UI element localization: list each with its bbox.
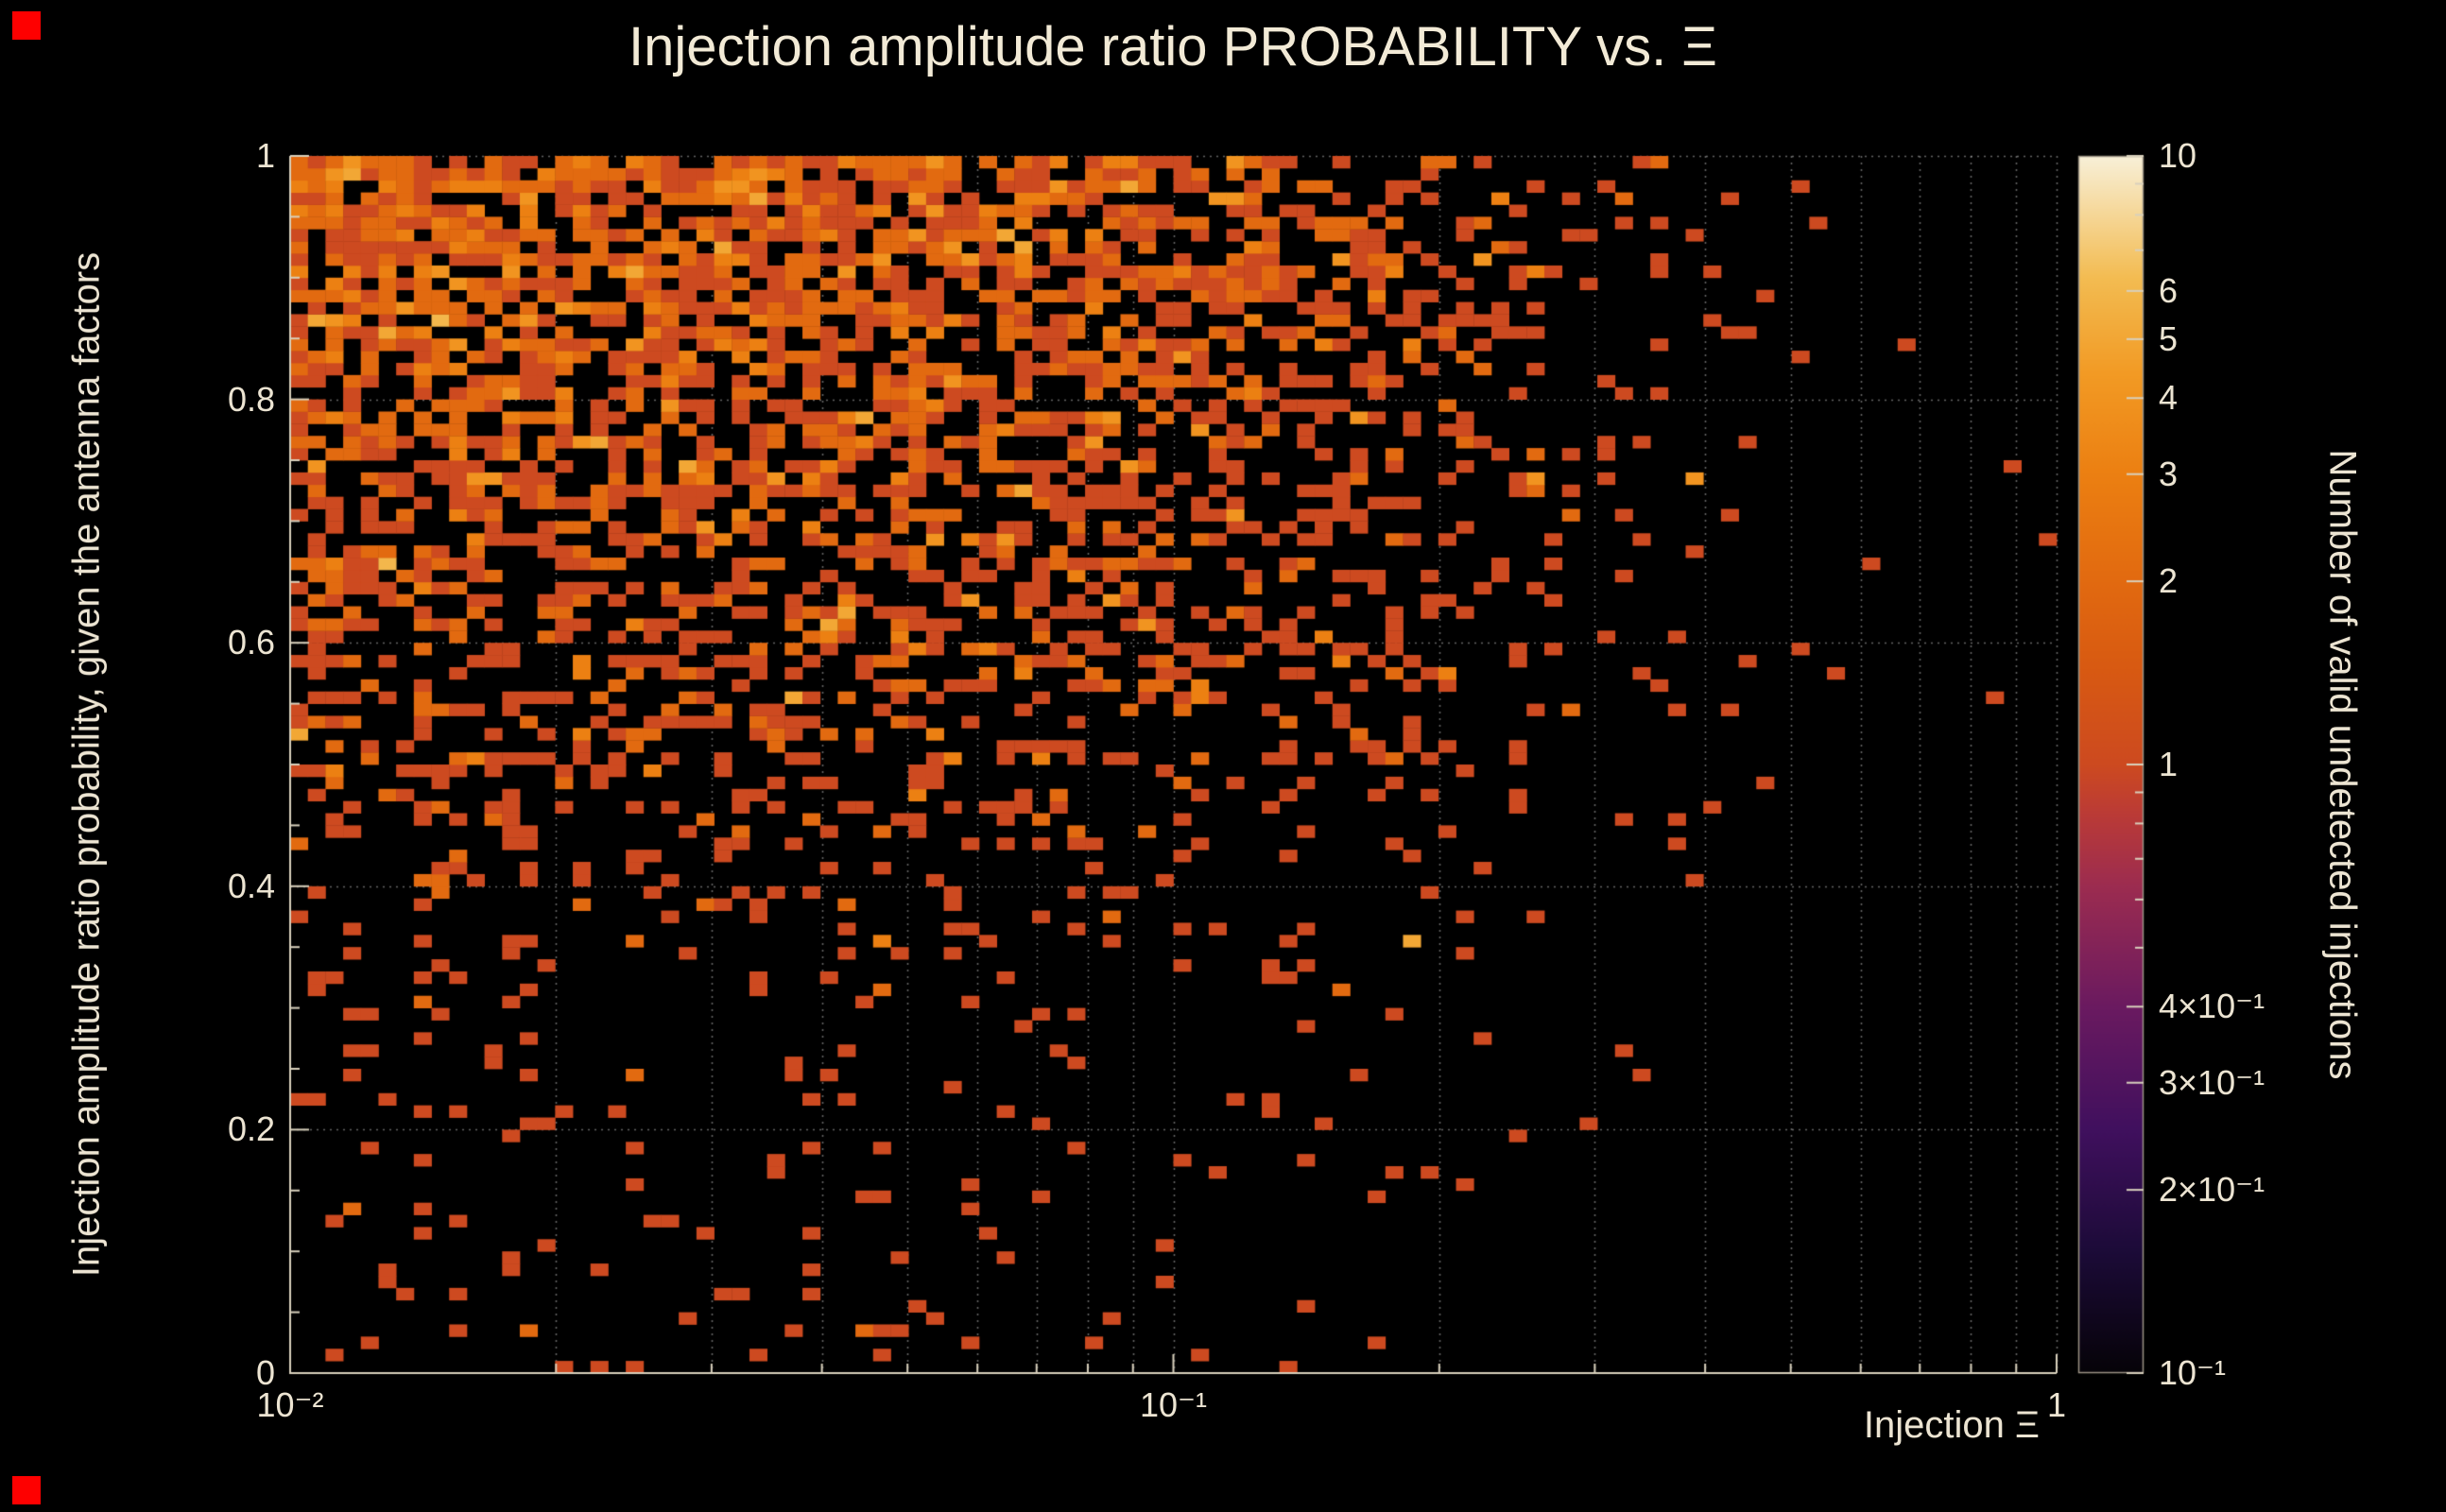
colorbar-tick-label: 1 (2159, 745, 2179, 783)
colorbar-tick-label: 10⁻¹ (2159, 1353, 2227, 1392)
colorbar-tick-label: 3 (2159, 454, 2179, 493)
y-tick-label: 0.4 (227, 866, 275, 905)
colorbar-tick-label: 4 (2159, 378, 2179, 418)
colorbar-title: Number of valid undetected injections (2321, 449, 2364, 1080)
y-tick-label: 0.2 (227, 1109, 275, 1149)
screen-artifact-marker-bottom-left (12, 1476, 41, 1504)
y-axis-title: Injection amplitude ratio probability, g… (65, 251, 108, 1278)
y-tick-label: 0.8 (227, 379, 275, 419)
x-tick-label: 1 (2046, 1385, 2067, 1424)
y-tick-label: 1 (255, 136, 275, 175)
x-tick-label: 10⁻² (256, 1385, 324, 1424)
colorbar-tick-label: 6 (2159, 270, 2179, 310)
colorbar-tick-label: 10 (2159, 136, 2197, 175)
chart-title: Injection amplitude ratio PROBABILITY vs… (628, 16, 1718, 77)
colorbar-tick-label: 2×10⁻¹ (2159, 1170, 2265, 1210)
screen-artifact-marker-top-left (12, 11, 41, 40)
colorbar-tick-label: 2 (2159, 561, 2179, 601)
colorbar-tick-label: 4×10⁻¹ (2159, 987, 2265, 1026)
colorbar-tick-label: 5 (2159, 318, 2179, 358)
y-tick-label: 0.6 (227, 623, 275, 662)
x-axis-title: Injection Ξ (1863, 1404, 2040, 1446)
y-tick-label: 0 (255, 1353, 275, 1392)
x-tick-label: 10⁻¹ (1139, 1385, 1208, 1424)
colorbar-tick-label: 3×10⁻¹ (2159, 1062, 2265, 1102)
